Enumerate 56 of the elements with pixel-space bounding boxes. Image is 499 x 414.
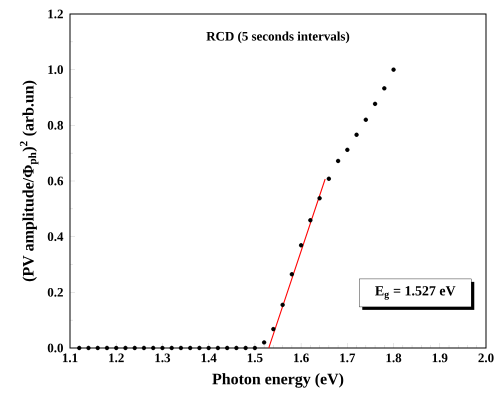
point — [151, 346, 156, 350]
point — [243, 346, 248, 350]
point — [317, 196, 322, 200]
point — [188, 346, 192, 350]
point — [123, 346, 128, 350]
x-tick-label: 1.7 — [340, 354, 356, 362]
annotation: RCD (5 seconds intervals) — [206, 32, 350, 44]
x-tick-label: 2.0 — [478, 354, 494, 362]
point — [345, 148, 350, 152]
x-tick-label: 1.9 — [432, 354, 448, 362]
point — [326, 176, 332, 181]
point — [169, 346, 174, 350]
point — [216, 346, 220, 350]
point — [336, 158, 340, 164]
y-tick-label: 1.0 — [48, 65, 63, 74]
x-tick-label: 1.4 — [202, 354, 217, 362]
point — [132, 346, 137, 350]
x-tick-label: 1.6 — [294, 354, 309, 362]
point — [290, 272, 294, 276]
point — [252, 346, 258, 350]
y-tick-label: 1.2 — [48, 10, 63, 18]
point — [178, 346, 184, 350]
point — [86, 346, 91, 350]
point — [280, 302, 285, 308]
point — [104, 346, 110, 350]
point — [234, 346, 239, 350]
point — [77, 346, 82, 350]
y-tick-label: 0.4 — [48, 232, 64, 242]
y-tick-label: 0.0 — [48, 344, 63, 352]
x-tick-label: 1.8 — [386, 354, 402, 362]
point — [96, 346, 100, 350]
point — [382, 86, 386, 91]
point — [262, 340, 266, 345]
x-tick-label: 1.1 — [62, 354, 78, 362]
y-tick-label: 0.8 — [48, 120, 64, 130]
point — [224, 346, 230, 350]
point — [206, 346, 211, 350]
point — [391, 67, 396, 72]
point — [364, 118, 368, 122]
point — [298, 243, 304, 248]
point — [142, 346, 146, 350]
annotation: E$_{g}$ = 1.527 eV — [375, 286, 456, 300]
y-axis-title: (PV amplitude/Φ$_{ph}$)$^{2}$ (arb.un) — [20, 80, 38, 282]
point — [160, 346, 165, 350]
point — [271, 326, 276, 332]
y-tick-label: 0.2 — [48, 288, 63, 297]
x-tick-label: 1.2 — [109, 354, 124, 362]
x-axis-title: Photon energy (eV) — [212, 373, 344, 388]
point — [354, 132, 359, 137]
y-tick-label: 0.6 — [48, 176, 64, 186]
point — [114, 346, 118, 350]
point — [372, 102, 378, 106]
x-tick-label: 1.3 — [155, 354, 170, 362]
point — [197, 346, 202, 350]
x-tick-label: 1.5 — [248, 354, 263, 362]
point — [308, 218, 313, 222]
